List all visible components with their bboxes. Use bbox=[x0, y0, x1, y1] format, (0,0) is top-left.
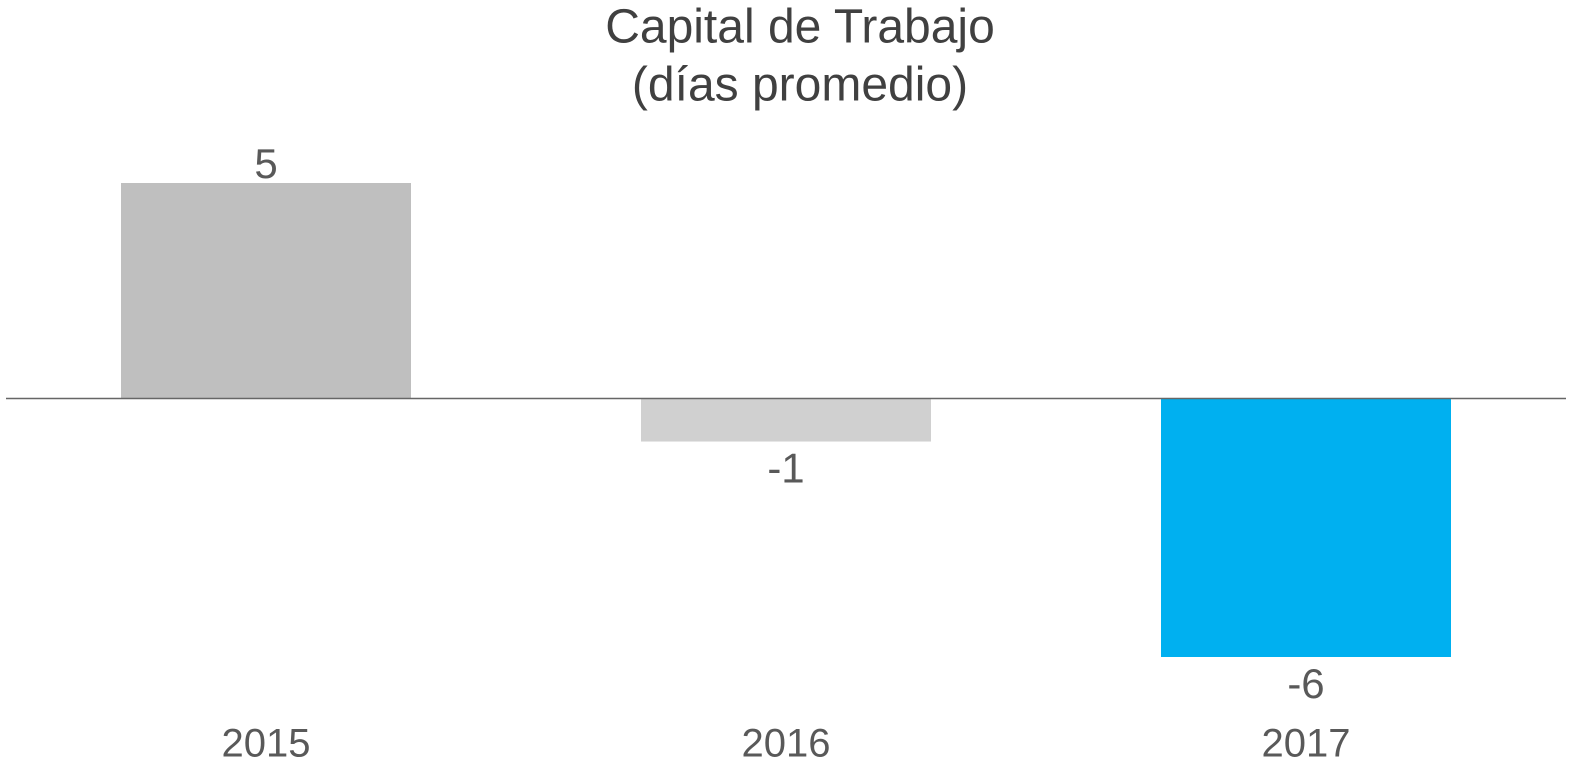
x-tick-label: 2016 bbox=[742, 722, 831, 766]
data-label: -1 bbox=[767, 445, 804, 492]
data-label: -6 bbox=[1287, 660, 1324, 707]
bar bbox=[641, 398, 931, 442]
bar bbox=[1161, 398, 1451, 657]
data-label: 5 bbox=[254, 140, 277, 187]
chart-title: Capital de Trabajo bbox=[605, 1, 995, 54]
x-tick-label: 2017 bbox=[1262, 722, 1351, 766]
bar bbox=[121, 183, 411, 399]
chart-subtitle: (días promedio) bbox=[632, 59, 968, 112]
x-tick-label: 2015 bbox=[222, 722, 311, 766]
